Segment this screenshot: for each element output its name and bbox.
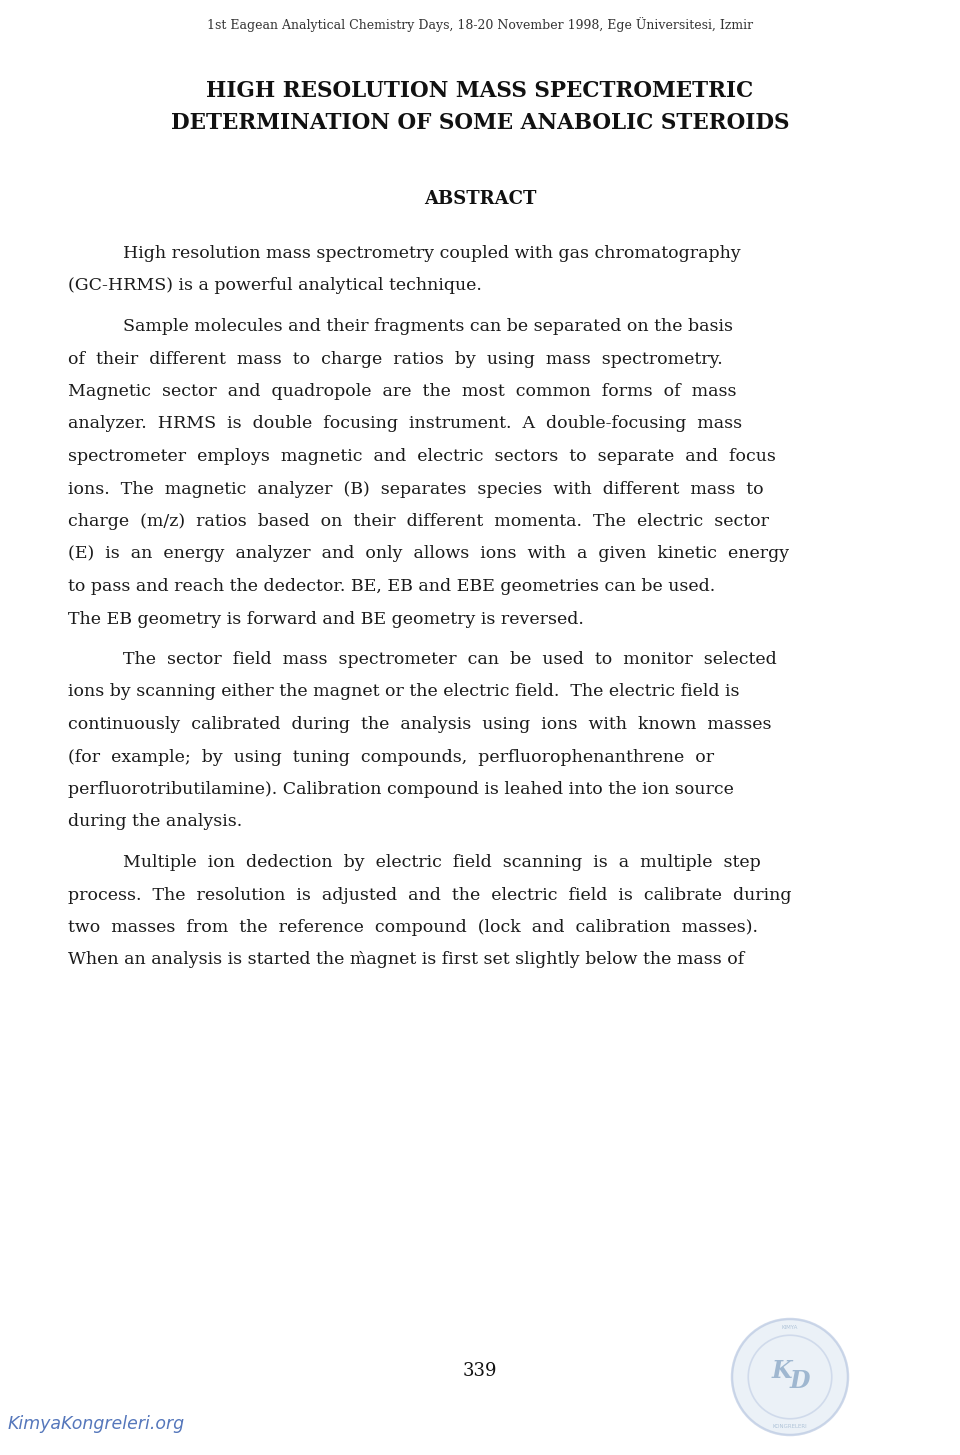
Text: charge  (m/z)  ratios  based  on  their  different  momenta.  The  electric  sec: charge (m/z) ratios based on their diffe…: [68, 514, 769, 530]
Text: two  masses  from  the  reference  compound  (lock  and  calibration  masses).: two masses from the reference compound (…: [68, 920, 758, 936]
Text: of  their  different  mass  to  charge  ratios  by  using  mass  spectrometry.: of their different mass to charge ratios…: [68, 351, 723, 368]
Text: KimyaKongreleri.org: KimyaKongreleri.org: [8, 1416, 185, 1433]
Text: ions by scanning either the magnet or the electric field.  The electric field is: ions by scanning either the magnet or th…: [68, 684, 739, 700]
Text: Sample molecules and their fragments can be separated on the basis: Sample molecules and their fragments can…: [123, 319, 733, 335]
Text: HIGH RESOLUTION MASS SPECTROMETRIC: HIGH RESOLUTION MASS SPECTROMETRIC: [206, 80, 754, 102]
Text: K: K: [772, 1359, 792, 1384]
Circle shape: [732, 1320, 848, 1435]
Text: D: D: [790, 1369, 810, 1392]
Text: High resolution mass spectrometry coupled with gas chromatography: High resolution mass spectrometry couple…: [123, 244, 741, 262]
Text: KONGRELERI: KONGRELERI: [773, 1424, 807, 1429]
Text: to pass and reach the dedector. BE, EB and EBE geometries can be used.: to pass and reach the dedector. BE, EB a…: [68, 578, 715, 595]
Text: The  sector  field  mass  spectrometer  can  be  used  to  monitor  selected: The sector field mass spectrometer can b…: [123, 650, 777, 668]
Text: 339: 339: [463, 1362, 497, 1379]
Text: (for  example;  by  using  tuning  compounds,  perfluorophenanthrene  or: (for example; by using tuning compounds,…: [68, 748, 714, 765]
Text: during the analysis.: during the analysis.: [68, 813, 242, 831]
Text: (E)  is  an  energy  analyzer  and  only  allows  ions  with  a  given  kinetic : (E) is an energy analyzer and only allow…: [68, 546, 789, 563]
Text: spectrometer  employs  magnetic  and  electric  sectors  to  separate  and  focu: spectrometer employs magnetic and electr…: [68, 448, 776, 466]
Text: KIMYA: KIMYA: [781, 1326, 798, 1330]
Text: DETERMINATION OF SOME ANABOLIC STEROIDS: DETERMINATION OF SOME ANABOLIC STEROIDS: [171, 112, 789, 134]
Text: perfluorotributilamine). Calibration compound is leahed into the ion source: perfluorotributilamine). Calibration com…: [68, 781, 733, 797]
Text: 1st Eagean Analytical Chemistry Days, 18-20 November 1998, Ege Üniversitesi, Izm: 1st Eagean Analytical Chemistry Days, 18…: [207, 17, 753, 32]
Text: When an analysis is started the m̀agnet is first set slightly below the mass of: When an analysis is started the m̀agnet …: [68, 952, 744, 969]
Text: Multiple  ion  dedection  by  electric  field  scanning  is  a  multiple  step: Multiple ion dedection by electric field…: [123, 854, 760, 872]
Text: ions.  The  magnetic  analyzer  (B)  separates  species  with  different  mass  : ions. The magnetic analyzer (B) separate…: [68, 480, 763, 498]
Text: The EB geometry is forward and BE geometry is reversed.: The EB geometry is forward and BE geomet…: [68, 611, 584, 627]
Text: process.  The  resolution  is  adjusted  and  the  electric  field  is  calibrat: process. The resolution is adjusted and …: [68, 886, 791, 904]
Text: ABSTRACT: ABSTRACT: [423, 191, 537, 208]
Text: Magnetic  sector  and  quadropole  are  the  most  common  forms  of  mass: Magnetic sector and quadropole are the m…: [68, 383, 736, 400]
Text: (GC-HRMS) is a powerful analytical technique.: (GC-HRMS) is a powerful analytical techn…: [68, 278, 482, 294]
Text: analyzer.  HRMS  is  double  focusing  instrument.  A  double-focusing  mass: analyzer. HRMS is double focusing instru…: [68, 416, 742, 432]
Text: continuously  calibrated  during  the  analysis  using  ions  with  known  masse: continuously calibrated during the analy…: [68, 716, 772, 733]
